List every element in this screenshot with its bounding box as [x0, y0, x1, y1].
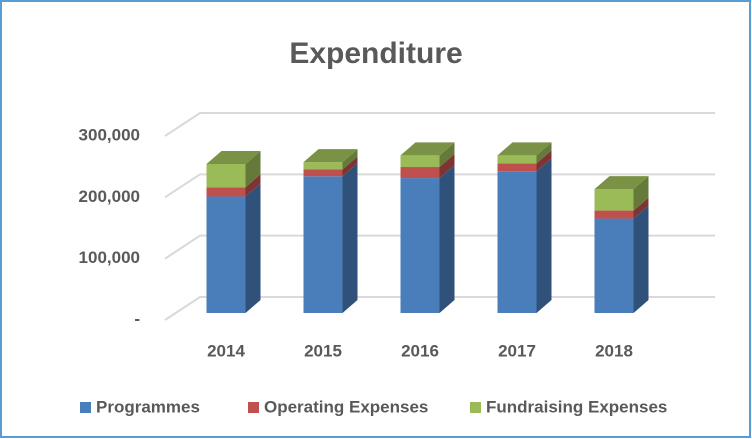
bar: [303, 162, 343, 170]
bar: [303, 176, 343, 313]
bar-side: [245, 150, 261, 188]
bar: [206, 163, 246, 188]
bar: [594, 189, 634, 211]
bar-side: [536, 142, 552, 164]
legend-swatch: [470, 402, 481, 413]
bar-side: [342, 149, 358, 170]
bar-top: [303, 149, 358, 163]
legend-label: Programmes: [96, 397, 200, 416]
x-tick-label: 2015: [304, 341, 342, 360]
x-tick-label: 2017: [498, 341, 536, 360]
bar-side: [439, 154, 455, 179]
bar-side: [342, 156, 358, 177]
bar-top: [400, 142, 455, 156]
y-tick-label: 100,000: [79, 248, 140, 267]
x-tick-label: 2014: [207, 341, 245, 360]
bar-side: [245, 183, 261, 313]
bar: [400, 178, 440, 313]
bar-top: [206, 150, 261, 164]
legend-swatch: [80, 402, 91, 413]
bar: [497, 163, 537, 172]
y-tick-label: 300,000: [79, 125, 140, 144]
chart-title: Expenditure: [289, 37, 462, 70]
bar: [303, 169, 343, 177]
y-tick-label: -: [134, 309, 140, 328]
legend-label: Fundraising Expenses: [486, 397, 667, 416]
bar-side: [342, 163, 358, 313]
legend-swatch: [248, 402, 259, 413]
bar-side: [536, 158, 552, 313]
x-tick-label: 2018: [595, 341, 633, 360]
bar-side: [245, 174, 261, 197]
bar-side: [633, 197, 649, 219]
bar-side: [633, 176, 649, 211]
bar-top: [594, 176, 649, 190]
x-tick-label: 2016: [401, 341, 439, 360]
bar: [400, 155, 440, 168]
bar: [497, 171, 537, 313]
bar: [206, 196, 246, 313]
legend-label: Operating Expenses: [264, 397, 428, 416]
y-tick-label: 200,000: [79, 187, 140, 206]
bar-side: [439, 165, 455, 313]
bar-side: [536, 150, 552, 172]
bar-side: [633, 205, 649, 313]
grid-line: [164, 112, 715, 137]
bar-side: [439, 142, 455, 168]
bar: [497, 155, 537, 164]
bar: [594, 218, 634, 313]
bar: [206, 187, 246, 197]
bar: [594, 210, 634, 219]
bar: [400, 167, 440, 179]
bar-top: [497, 142, 552, 156]
